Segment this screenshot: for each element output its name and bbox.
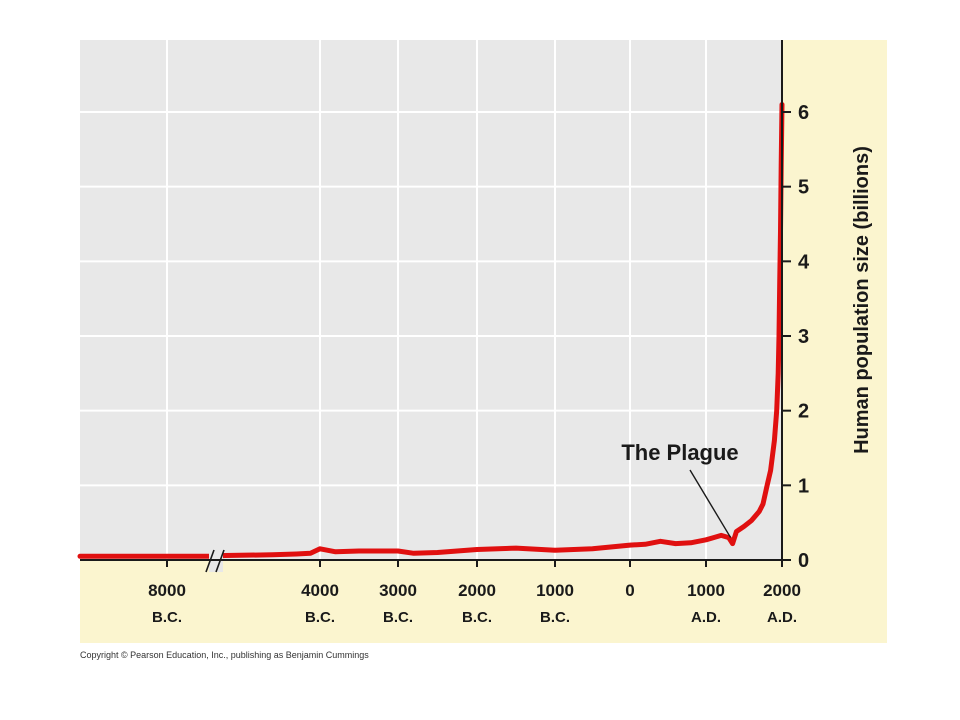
annotation-group: The Plague [621, 440, 739, 538]
y-tick-label-0: 0 [798, 550, 809, 572]
x-tick-era-6: A.D. [691, 609, 721, 626]
y-tick-label-5: 5 [798, 177, 809, 199]
x-tick-label-3: 2000 [458, 581, 496, 600]
annotation-text: The Plague [621, 440, 738, 465]
y-tick-label-3: 3 [798, 326, 809, 348]
y-axis-label: Human population size (billions) [851, 146, 873, 454]
series-line-0 [77, 102, 785, 559]
x-tick-label-7: 2000 [763, 581, 801, 600]
y-tick-label-6: 6 [798, 102, 809, 124]
y-tick-label-2: 2 [798, 401, 809, 423]
x-tick-era-4: B.C. [540, 609, 570, 626]
x-tick-era-7: A.D. [767, 609, 797, 626]
x-tick-era-1: B.C. [305, 609, 335, 626]
x-tick-era-2: B.C. [383, 609, 413, 626]
tick-labels: 0 1 2 3 4 5 6 8000 B.C. 4000 B.C. 3000 B.C. 2000 B.C. 1… [148, 102, 810, 626]
copyright-notice: Copyright © Pearson Education, Inc., pub… [80, 650, 369, 660]
axes [80, 40, 791, 567]
y-tick-label-4: 4 [798, 251, 810, 273]
x-tick-era-3: B.C. [462, 609, 492, 626]
x-tick-label-1: 4000 [301, 581, 339, 600]
x-tick-label-4: 1000 [536, 581, 574, 600]
x-tick-label-5: 0 [625, 581, 634, 600]
y-tick-label-1: 1 [798, 475, 809, 497]
annotation-pointer [689, 469, 732, 538]
x-tick-label-2: 3000 [379, 581, 417, 600]
grid-lines [80, 40, 782, 560]
x-tick-era-0: B.C. [152, 609, 182, 626]
plot-area [80, 40, 782, 560]
x-tick-label-0: 8000 [148, 581, 186, 600]
x-tick-label-6: 1000 [687, 581, 725, 600]
